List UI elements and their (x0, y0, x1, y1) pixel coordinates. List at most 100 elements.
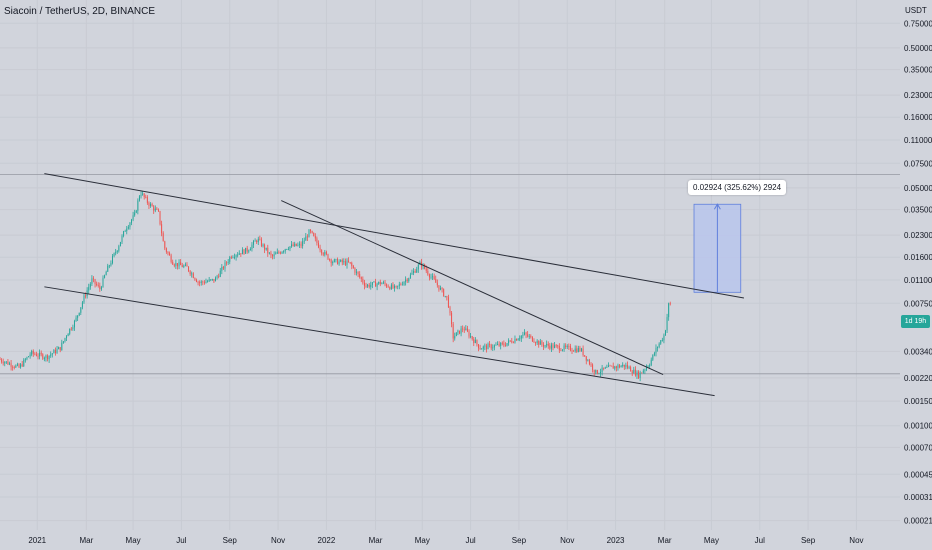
candle-body (20, 364, 22, 368)
candle-body (189, 270, 191, 275)
candle-body (316, 238, 318, 243)
candle-body (631, 371, 633, 374)
candle-body (289, 246, 291, 249)
measure-box[interactable] (693, 203, 742, 293)
candle-body (91, 278, 93, 284)
candle-body (313, 232, 315, 237)
candle-body (302, 241, 304, 246)
candle-body (343, 261, 345, 263)
candle-body (611, 365, 613, 367)
candle-body (221, 266, 223, 271)
candle-body (67, 333, 69, 337)
candle-body (405, 279, 407, 282)
candle-body (42, 354, 44, 359)
candle-body (1, 359, 3, 362)
candle-body (379, 281, 381, 285)
candle-body (298, 243, 300, 245)
x-tick-label: May (126, 536, 141, 545)
candle-body (184, 264, 186, 266)
candle-body (251, 244, 253, 249)
candle-body (88, 287, 90, 291)
candle-body (596, 370, 598, 374)
candle-body (183, 265, 185, 268)
candle-body (260, 239, 262, 247)
y-tick-label: 0.07500 (904, 159, 932, 168)
candle-body (628, 367, 630, 368)
y-tick-label: 0.05000 (904, 184, 932, 193)
candle-body (335, 259, 337, 260)
candle-body (294, 243, 296, 247)
candle-body (32, 350, 34, 354)
trendlines[interactable] (44, 173, 745, 397)
candle-body (108, 265, 110, 267)
candle-body (230, 257, 232, 258)
y-tick-label: 0.50000 (904, 44, 932, 53)
symbol-title[interactable]: Siacoin / TetherUS, 2D, BINANCE (4, 6, 155, 17)
candle-body (493, 345, 495, 348)
y-tick-label: 0.01100 (904, 276, 932, 285)
candle-body (435, 279, 437, 283)
candle-body (657, 346, 659, 348)
candle-body (478, 344, 480, 349)
candle-body (577, 347, 579, 352)
candle-body (272, 255, 274, 257)
measure-label: 0.02924 (325.62%) 2924 (688, 180, 787, 195)
candle-body (137, 200, 139, 211)
x-tick-label: Sep (801, 536, 816, 545)
candle-body (40, 352, 42, 355)
candle-body (211, 279, 213, 280)
candle-body (498, 343, 500, 346)
candle-body (413, 271, 415, 273)
x-tick-label: Sep (223, 536, 238, 545)
candle-body (317, 242, 319, 248)
candle-body (99, 285, 101, 290)
candle-body (203, 282, 205, 284)
candle-body (604, 367, 606, 369)
candle-body (669, 303, 671, 305)
candle-body (159, 211, 161, 225)
candle-body (214, 277, 216, 282)
candle-body (81, 302, 83, 308)
x-tick-label: Mar (369, 536, 383, 545)
x-axis: Nov 2021 Mar May Jul Sep Nov 2022 Mar May Jul Sep No… (28, 536, 863, 545)
candle-body (66, 336, 68, 339)
candle-body (169, 253, 171, 256)
candle-body (645, 367, 647, 370)
candle-body (389, 287, 391, 290)
candle-body (563, 345, 565, 350)
candle-body (495, 344, 497, 346)
candle-body (253, 240, 255, 245)
candle-body (148, 202, 150, 206)
candle-body (311, 231, 313, 233)
y-tick-label: 0.03500 (904, 206, 932, 215)
candle-body (113, 253, 115, 257)
candle-body (23, 359, 25, 367)
candle-body (471, 336, 473, 340)
candle-body (531, 336, 533, 342)
candle-body (587, 360, 589, 362)
y-tick-label: 0.01600 (904, 253, 932, 262)
candle-body (338, 261, 340, 265)
candle-body (595, 370, 597, 373)
candle-body (245, 247, 247, 254)
candle-body (51, 353, 53, 355)
candle-body (562, 349, 563, 351)
candle-body (249, 248, 251, 251)
y-tick-label: 0.00031 (904, 493, 932, 502)
candle-body (45, 355, 47, 358)
candle-body (310, 229, 312, 232)
candle-body (371, 282, 373, 285)
candle-body (0, 358, 1, 360)
candle-body (165, 248, 167, 252)
candle-body (134, 212, 136, 216)
candle-body (444, 295, 446, 297)
candle-body (555, 345, 557, 347)
candle-body (511, 340, 513, 343)
candle-body (327, 254, 329, 260)
y-tick-label: 0.00070 (904, 443, 932, 452)
candle-body (384, 282, 386, 285)
candle-body (107, 265, 109, 272)
candle-body (58, 347, 60, 350)
